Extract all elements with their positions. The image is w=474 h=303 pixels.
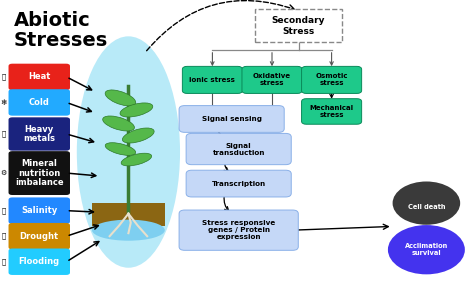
Text: Transcription: Transcription [211, 181, 266, 187]
Text: ⬛: ⬛ [2, 131, 6, 137]
FancyBboxPatch shape [9, 89, 70, 116]
FancyBboxPatch shape [301, 66, 362, 93]
FancyBboxPatch shape [182, 66, 242, 93]
FancyBboxPatch shape [179, 210, 298, 250]
FancyBboxPatch shape [179, 106, 284, 132]
Text: 🌱: 🌱 [2, 233, 6, 239]
Text: 🌡️: 🌡️ [2, 74, 6, 80]
Text: Flooding: Flooding [18, 257, 60, 266]
Text: Stress responsive
genes / Protein
expression: Stress responsive genes / Protein expres… [202, 220, 275, 240]
Text: Abiotic
Stresses: Abiotic Stresses [13, 11, 108, 50]
FancyBboxPatch shape [186, 170, 291, 197]
Text: ionic stress: ionic stress [190, 77, 236, 83]
Text: Salinity: Salinity [21, 206, 57, 215]
Ellipse shape [105, 143, 136, 155]
Text: Drought: Drought [20, 232, 59, 241]
FancyBboxPatch shape [301, 99, 362, 124]
Ellipse shape [92, 220, 165, 241]
Ellipse shape [77, 36, 180, 268]
Ellipse shape [120, 103, 153, 117]
Text: Heavy
metals: Heavy metals [23, 125, 55, 143]
Text: 💧: 💧 [2, 207, 6, 214]
FancyBboxPatch shape [9, 117, 70, 151]
FancyBboxPatch shape [9, 64, 70, 90]
FancyBboxPatch shape [186, 133, 291, 165]
Text: Cold: Cold [29, 98, 50, 107]
FancyBboxPatch shape [242, 66, 302, 93]
Text: 🌊: 🌊 [2, 258, 6, 265]
Text: Cell death: Cell death [408, 204, 445, 210]
Text: ⚙️: ⚙️ [0, 170, 7, 176]
Text: ❄️: ❄️ [0, 98, 7, 107]
Ellipse shape [105, 90, 136, 106]
FancyBboxPatch shape [9, 198, 70, 224]
Ellipse shape [103, 116, 135, 131]
Text: Secondary
Stress: Secondary Stress [272, 16, 325, 35]
FancyBboxPatch shape [92, 203, 165, 226]
Text: Signal sensing: Signal sensing [201, 116, 262, 122]
FancyBboxPatch shape [255, 9, 342, 42]
Text: Heat: Heat [28, 72, 50, 82]
FancyBboxPatch shape [9, 223, 70, 249]
Ellipse shape [122, 128, 154, 143]
Text: Osmotic
stress: Osmotic stress [315, 73, 348, 86]
Text: Acclimation
survival: Acclimation survival [405, 243, 448, 256]
Circle shape [388, 225, 465, 274]
Text: Mechanical
stress: Mechanical stress [310, 105, 354, 118]
Text: Signal
transduction: Signal transduction [212, 142, 265, 155]
Text: Oxidative
stress: Oxidative stress [253, 73, 291, 86]
FancyBboxPatch shape [9, 248, 70, 275]
Ellipse shape [121, 153, 152, 166]
Circle shape [392, 181, 460, 225]
Text: Mineral
nutrition
imbalance: Mineral nutrition imbalance [15, 159, 64, 187]
FancyBboxPatch shape [9, 151, 70, 195]
